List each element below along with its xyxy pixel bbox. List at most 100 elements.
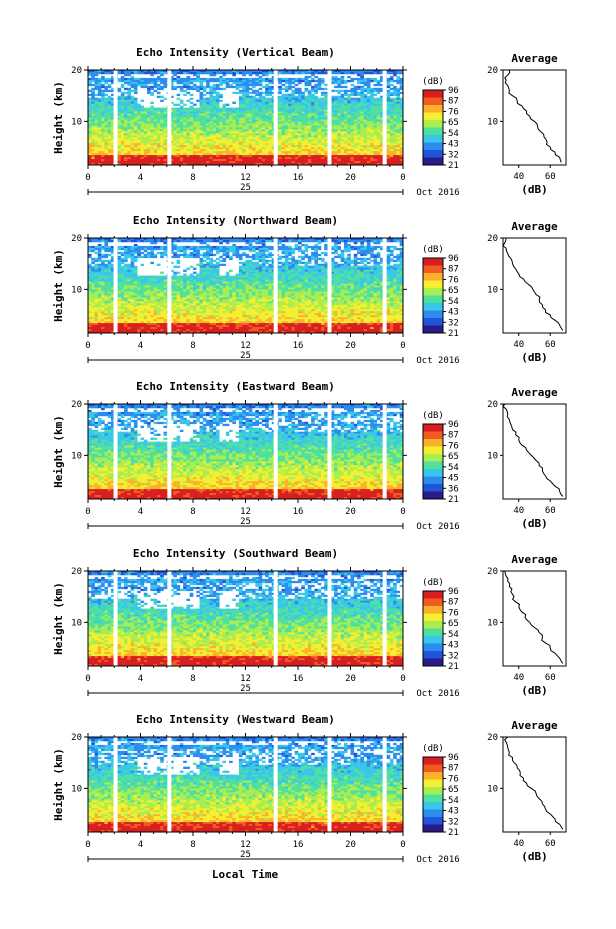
panel-2: Echo Intensity (Northward Beam)1020Heigh… [52,214,566,366]
panel-title: Echo Intensity (Westward Beam) [136,713,335,726]
x-tick-label: 16 [293,173,304,183]
x-tick-label: 4 [138,840,143,850]
avg-y-tick-label: 10 [487,285,498,295]
average-profile [500,404,566,502]
colorbar-tick-label: 96 [448,753,459,763]
data-gap [328,737,332,832]
colorbar-tick-label: 76 [448,275,459,285]
x-tick-label: 0 [85,341,90,351]
data-gap [167,571,171,666]
average-title: Average [511,386,558,399]
data-gap [167,737,171,832]
x-tick-label: 12 [240,674,251,684]
avg-x-axis-label: (dB) [521,684,548,697]
y-tick-label: 10 [71,451,82,461]
month-label: Oct 2016 [416,188,459,198]
panel-title: Echo Intensity (Eastward Beam) [136,380,335,393]
x-tick-label: 16 [293,840,304,850]
colorbar-tick-label: 76 [448,107,459,117]
average-profile [500,238,566,336]
data-gap [274,571,278,666]
colorbar-tick-label: 54 [448,463,459,473]
colorbar-tick-label: 32 [448,318,459,328]
colorbar-tick-label: 65 [448,452,459,462]
avg-x-tick-label: 40 [513,839,524,849]
y-tick-label: 20 [71,234,82,244]
colorbar-tick-label: 21 [448,495,459,505]
day-label: 25 [240,517,251,527]
colorbar-tick-label: 43 [448,641,459,651]
data-gap [114,238,118,333]
month-label: Oct 2016 [416,356,459,366]
x-tick-label: 20 [345,840,356,850]
data-gap [274,70,278,165]
avg-y-tick-label: 20 [487,234,498,244]
x-tick-label: 12 [240,341,251,351]
colorbar-tick-label: 54 [448,129,459,139]
x-tick-label: 0 [400,173,405,183]
colorbar-tick-label: 43 [448,140,459,150]
x-tick-label: 16 [293,507,304,517]
x-tick-label: 4 [138,173,143,183]
x-tick-label: 0 [400,341,405,351]
avg-y-tick-label: 10 [487,451,498,461]
colorbar-tick-label: 43 [448,308,459,318]
month-label: Oct 2016 [416,855,459,865]
data-gap [383,238,387,333]
y-tick-label: 10 [71,784,82,794]
month-label: Oct 2016 [416,522,459,532]
avg-y-tick-label: 10 [487,117,498,127]
y-axis-label: Height (km) [52,582,65,655]
x-tick-label: 0 [85,173,90,183]
colorbar [423,258,446,333]
colorbar-tick-label: 96 [448,86,459,96]
colorbar-tick-label: 96 [448,420,459,430]
x-tick-label: 20 [345,173,356,183]
panel-title: Echo Intensity (Vertical Beam) [136,46,335,59]
y-axis-label: Height (km) [52,249,65,322]
colorbar-tick-label: 87 [448,97,459,107]
data-gap [274,404,278,499]
x-tick-label: 16 [293,674,304,684]
colorbar-tick-label: 96 [448,254,459,264]
avg-y-tick-label: 20 [487,733,498,743]
avg-profile-line [505,70,562,162]
colorbar-tick-label: 45 [448,474,459,484]
avg-x-tick-label: 60 [545,340,556,350]
data-gap [328,404,332,499]
x-tick-label: 4 [138,507,143,517]
colorbar-tick-label: 21 [448,161,459,171]
data-gap [274,238,278,333]
avg-profile-line [505,737,563,829]
y-axis-label: Height (km) [52,81,65,154]
day-label: 25 [240,684,251,694]
colorbar-label: (dB) [422,744,444,754]
x-tick-label: 20 [345,674,356,684]
avg-x-tick-label: 40 [513,172,524,182]
heatmap-cells [88,571,403,666]
data-gap [328,70,332,165]
panel-5: Echo Intensity (Westward Beam)1020Height… [52,713,566,865]
x-tick-label: 8 [190,840,195,850]
colorbar-tick-label: 21 [448,329,459,339]
avg-x-tick-label: 60 [545,506,556,516]
x-tick-label: 20 [345,341,356,351]
x-tick-label: 8 [190,674,195,684]
y-tick-label: 10 [71,117,82,127]
x-tick-label: 0 [85,674,90,684]
avg-y-tick-label: 20 [487,567,498,577]
y-tick-label: 20 [71,733,82,743]
colorbar-tick-label: 96 [448,587,459,597]
day-label: 25 [240,183,251,193]
colorbar-tick-label: 87 [448,764,459,774]
panel-title: Echo Intensity (Southward Beam) [133,547,338,560]
colorbar-tick-label: 43 [448,807,459,817]
avg-x-tick-label: 40 [513,673,524,683]
data-gap [114,571,118,666]
colorbar-tick-label: 65 [448,619,459,629]
data-gap [383,70,387,165]
panel-4: Echo Intensity (Southward Beam)1020Heigh… [52,547,566,699]
data-gap [274,737,278,832]
x-axis-label: Local Time [212,868,279,881]
y-axis-label: Height (km) [52,415,65,488]
